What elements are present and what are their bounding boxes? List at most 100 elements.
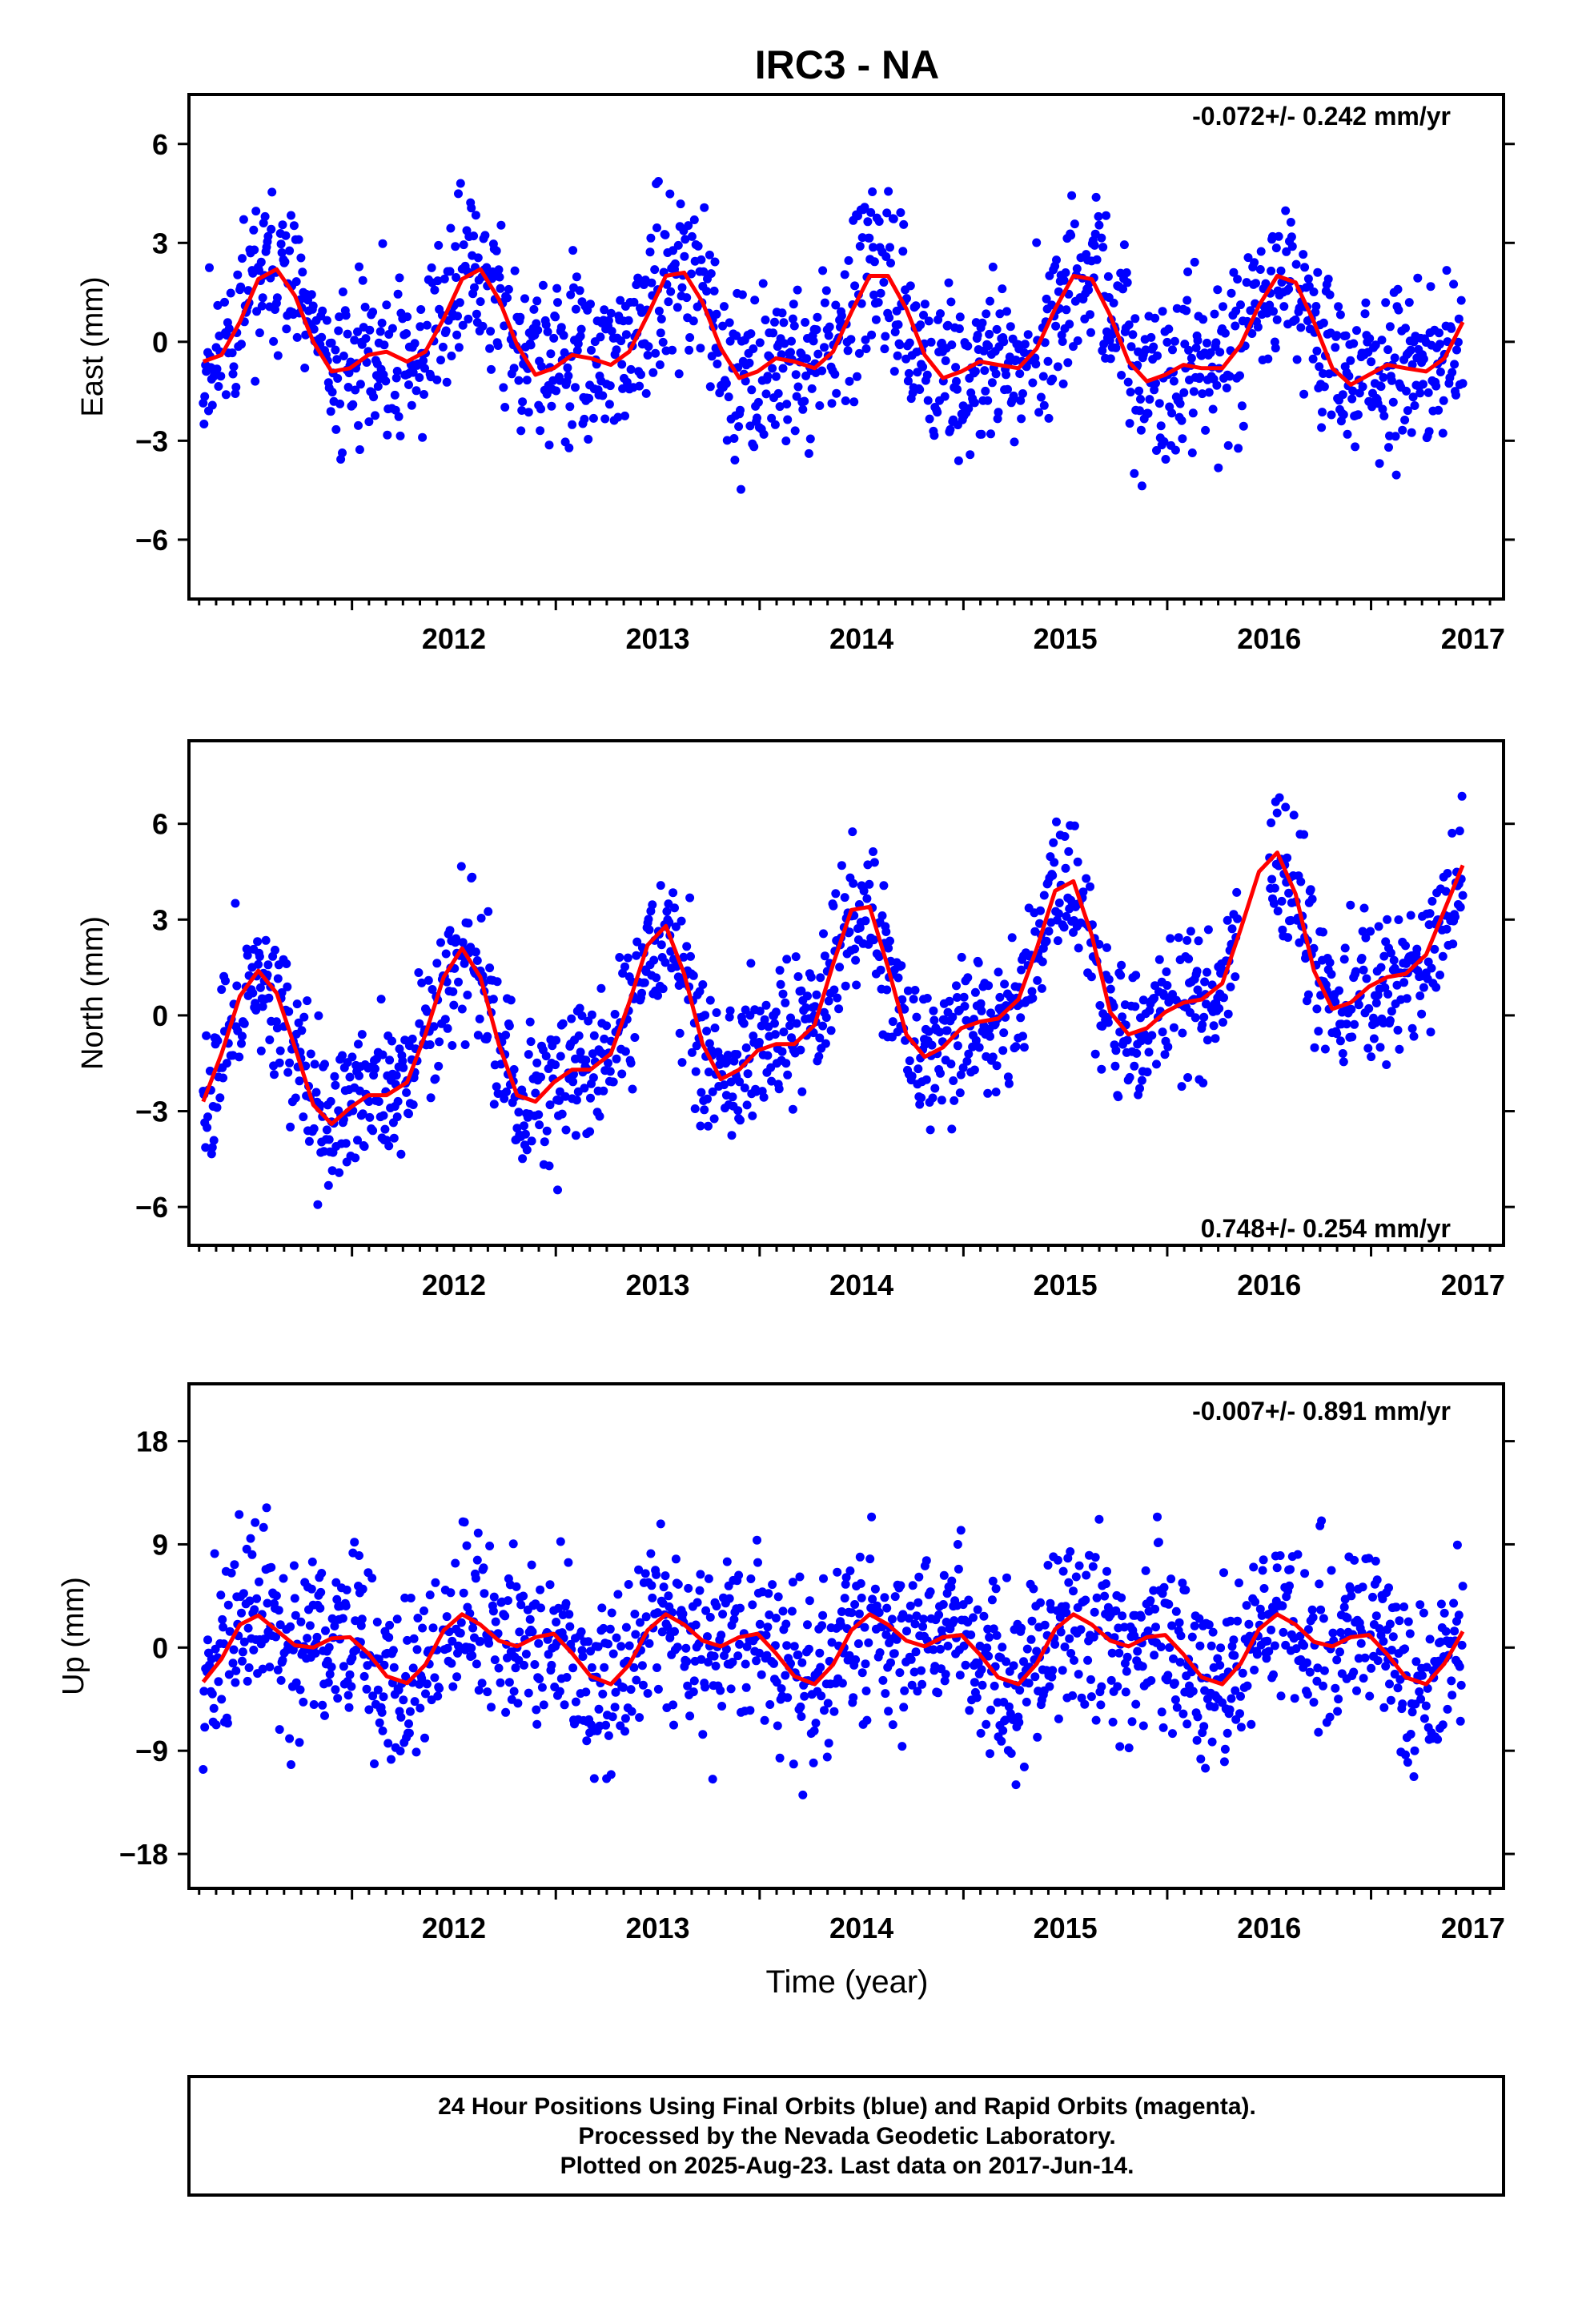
- north-data-point: [742, 1100, 752, 1110]
- east-data-point: [1281, 206, 1291, 215]
- up-data-point: [1115, 1742, 1125, 1751]
- east-data-point: [821, 286, 831, 296]
- up-data-point: [1102, 1566, 1111, 1576]
- east-data-point: [868, 187, 877, 196]
- east-data-point: [486, 327, 496, 336]
- up-data-point: [216, 1590, 226, 1600]
- north-data-point: [1231, 972, 1240, 982]
- up-data-point: [1381, 1662, 1391, 1671]
- up-data-point: [1219, 1757, 1229, 1767]
- east-data-point: [1106, 354, 1115, 364]
- north-data-point: [834, 1004, 844, 1014]
- up-data-point: [1418, 1671, 1427, 1680]
- east-data-point: [364, 417, 374, 427]
- east-data-point: [1407, 428, 1416, 437]
- north-data-point: [1383, 989, 1393, 999]
- east-data-point: [1182, 296, 1192, 305]
- east-data-point: [843, 346, 853, 356]
- east-data-point: [830, 369, 840, 379]
- north-data-point: [910, 986, 920, 995]
- up-data-point: [1146, 1676, 1156, 1685]
- east-data-point: [721, 379, 731, 388]
- up-data-point: [897, 1742, 907, 1751]
- north-data-point: [458, 938, 468, 947]
- east-data-point: [947, 340, 957, 350]
- up-data-point: [653, 1608, 662, 1618]
- north-data-point: [1215, 1003, 1224, 1013]
- up-data-point: [290, 1594, 299, 1603]
- north-data-point: [958, 1063, 968, 1072]
- east-data-point: [1299, 250, 1308, 259]
- east-data-point: [705, 250, 714, 259]
- east-data-point: [869, 243, 877, 252]
- up-data-point: [988, 1576, 998, 1586]
- east-data-point: [1261, 279, 1271, 288]
- east-data-point: [775, 402, 785, 412]
- up-data-point: [907, 1680, 917, 1690]
- up-data-point: [1045, 1682, 1054, 1691]
- east-data-point: [255, 328, 264, 338]
- up-data-point: [895, 1668, 905, 1678]
- up-data-point: [285, 1734, 295, 1743]
- north-data-point: [425, 1040, 435, 1049]
- east-data-point: [1168, 345, 1177, 355]
- east-data-point: [1231, 321, 1240, 331]
- north-data-point: [728, 1092, 737, 1102]
- east-data-point: [1407, 360, 1417, 369]
- up-data-point: [1243, 1681, 1252, 1691]
- up-data-point: [276, 1675, 286, 1685]
- up-data-point: [519, 1591, 528, 1601]
- up-data-point: [1195, 1641, 1205, 1651]
- up-data-point: [861, 1659, 870, 1669]
- east-data-point: [518, 397, 528, 407]
- north-data-point: [1227, 924, 1237, 934]
- north-data-point: [986, 1031, 994, 1041]
- north-data-point: [810, 1002, 820, 1011]
- north-data-point: [263, 960, 273, 970]
- east-data-point: [1343, 429, 1352, 439]
- up-data-point: [1236, 1691, 1245, 1701]
- up-data-point: [332, 1594, 342, 1604]
- east-data-point: [832, 388, 841, 398]
- east-data-point: [664, 297, 673, 307]
- up-data-point: [1238, 1668, 1247, 1678]
- north-data-point: [771, 1007, 781, 1017]
- up-data-point: [914, 1572, 924, 1582]
- east-data-point: [1312, 346, 1322, 356]
- north-data-point: [653, 991, 662, 1000]
- north-data-point: [457, 1004, 467, 1014]
- up-data-point: [231, 1666, 241, 1675]
- east-data-point: [840, 270, 849, 279]
- north-data-point: [452, 934, 461, 943]
- north-data-point: [897, 995, 907, 1004]
- north-data-point: [1074, 943, 1083, 953]
- north-data-point: [1177, 1082, 1186, 1092]
- north-data-point: [725, 1012, 734, 1022]
- east-data-point: [807, 384, 817, 393]
- east-y-tick-label: 0: [152, 326, 168, 359]
- up-data-point: [904, 1614, 913, 1623]
- east-data-point: [788, 314, 797, 324]
- up-data-point: [1262, 1654, 1271, 1663]
- up-data-point: [1350, 1555, 1359, 1565]
- up-data-point: [1312, 1676, 1322, 1686]
- up-data-point: [673, 1642, 682, 1652]
- up-data-point: [345, 1670, 355, 1679]
- east-data-point: [1152, 446, 1161, 455]
- north-data-point: [242, 944, 251, 954]
- up-data-point: [1319, 1666, 1329, 1675]
- north-data-point: [909, 995, 918, 1004]
- up-data-point: [797, 1712, 806, 1721]
- north-data-point: [1203, 925, 1213, 935]
- up-data-point: [884, 1707, 893, 1716]
- up-data-point: [597, 1603, 607, 1613]
- up-data-point: [669, 1700, 678, 1710]
- east-data-point: [1360, 309, 1370, 319]
- up-data-point: [1406, 1730, 1415, 1739]
- up-data-point: [1267, 1625, 1276, 1634]
- north-data-point: [797, 1087, 807, 1096]
- north-data-point: [558, 1019, 568, 1028]
- north-data-point: [219, 1073, 228, 1083]
- up-data-point: [1425, 1634, 1435, 1644]
- up-data-point: [460, 1518, 469, 1527]
